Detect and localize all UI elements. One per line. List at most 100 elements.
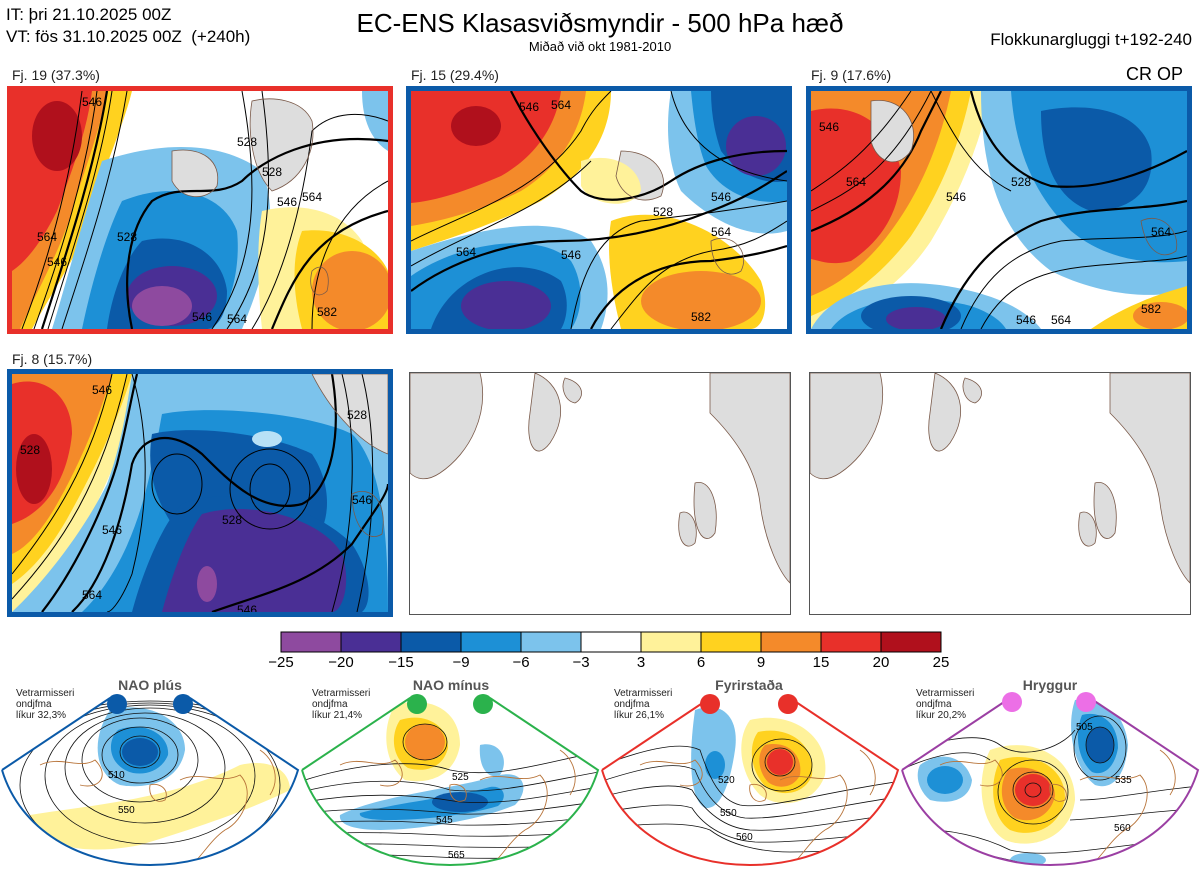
contour-label: 528 bbox=[347, 408, 367, 422]
regime-contour-label: 550 bbox=[720, 808, 737, 819]
panel-label-3: Fj. 9 (17.6%) bbox=[811, 67, 892, 83]
contour-label: 546 bbox=[711, 190, 731, 204]
colorbar-tick-label: 6 bbox=[696, 654, 706, 671]
page-subtitle: Miðað við okt 1981-2010 bbox=[528, 39, 672, 54]
contour-label: 528 bbox=[20, 443, 40, 457]
contour-label: 546 bbox=[277, 195, 297, 209]
contour-label: 546 bbox=[519, 100, 539, 114]
empty-panel-5 bbox=[409, 372, 791, 615]
contour-label: 564 bbox=[1051, 313, 1071, 327]
regime-note-1: Vetrarmisseri ondjfma líkur 32,3% bbox=[16, 688, 75, 721]
cluster-map-1: 546 528 528 546 564 546 564 528 546 564 … bbox=[12, 91, 388, 329]
colorbar-cell bbox=[520, 631, 582, 653]
contour-label: 582 bbox=[1141, 302, 1161, 316]
regime-map-nao-minus: 525 545 565 bbox=[301, 694, 600, 867]
contour-label: 582 bbox=[317, 305, 337, 319]
regime-contour-label: 535 bbox=[1115, 775, 1132, 786]
colorbar-tick-label: 25 bbox=[932, 654, 950, 671]
contour-label: 546 bbox=[352, 493, 372, 507]
contour-label: 564 bbox=[551, 98, 571, 112]
page-title: EC-ENS Klasasviðsmyndir - 500 hPa hæð bbox=[356, 8, 844, 38]
contour-label: 564 bbox=[37, 230, 57, 244]
regime-map-blocking: 520 550 560 bbox=[601, 694, 900, 867]
contour-label: 528 bbox=[237, 135, 257, 149]
empty-panel-6 bbox=[809, 372, 1191, 615]
contour-label: 546 bbox=[819, 120, 839, 134]
cluster-map-3: 546 564 528 546 564 546 564 582 bbox=[811, 91, 1187, 329]
contour-label: 546 bbox=[237, 603, 257, 612]
regime-map-nao-plus: 510 550 bbox=[1, 694, 300, 867]
contour-label: 546 bbox=[47, 255, 67, 269]
contour-label: 546 bbox=[102, 523, 122, 537]
regime-contour-label: 505 bbox=[1076, 722, 1093, 733]
contour-label: 528 bbox=[222, 513, 242, 527]
contour-label: 564 bbox=[846, 175, 866, 189]
regime-contour-label: 560 bbox=[1114, 823, 1131, 834]
colorbar-tick-label: −6 bbox=[512, 654, 530, 671]
colorbar-cell bbox=[460, 631, 522, 653]
regime-marker bbox=[700, 694, 720, 714]
header-info: IT: þri 21.10.2025 00Z VT: fös 31.10.2025… bbox=[6, 4, 250, 48]
colorbar-cell bbox=[400, 631, 462, 653]
init-time: IT: þri 21.10.2025 00Z bbox=[6, 5, 172, 24]
control-run-badge: CR OP bbox=[1126, 64, 1184, 84]
colorbar-tick-label: −15 bbox=[388, 654, 414, 671]
valid-time: VT: fös 31.10.2025 00Z (+240h) bbox=[6, 27, 251, 46]
colorbar-cell bbox=[700, 631, 762, 653]
regime-contour-label: 545 bbox=[436, 815, 453, 826]
base-map-6 bbox=[810, 373, 1190, 584]
colorbar-tick-label: 9 bbox=[756, 654, 766, 671]
contour-label: 528 bbox=[1011, 175, 1031, 189]
contour-label: 564 bbox=[456, 245, 476, 259]
contour-label: 528 bbox=[117, 230, 137, 244]
contour-label: 546 bbox=[1016, 313, 1036, 327]
contour-label: 528 bbox=[262, 165, 282, 179]
cluster-map-2: 546 564 528 546 564 546 564 582 bbox=[411, 91, 787, 329]
colorbar-cell bbox=[580, 631, 642, 653]
contour-label: 546 bbox=[561, 248, 581, 262]
colorbar-cells bbox=[280, 631, 942, 653]
regime-marker bbox=[1002, 692, 1022, 712]
regime-marker bbox=[473, 694, 493, 714]
contour-label: 564 bbox=[227, 312, 247, 326]
contour-label: 582 bbox=[691, 310, 711, 324]
regime-title-2: NAO mínus bbox=[412, 677, 490, 693]
colorbar-tick-label: −25 bbox=[268, 654, 294, 671]
colorbar-cell bbox=[340, 631, 402, 653]
regime-contour-label: 550 bbox=[118, 805, 135, 816]
contour-label: 546 bbox=[82, 95, 102, 109]
regime-note-3: Vetrarmisseri ondjfma líkur 26,1% bbox=[614, 688, 673, 721]
regime-contour-label: 510 bbox=[108, 770, 125, 781]
colorbar-cell bbox=[880, 631, 942, 653]
regime-map-ridge: 505 535 560 bbox=[901, 692, 1200, 867]
colorbar-cell bbox=[760, 631, 822, 653]
regime-contour-label: 520 bbox=[718, 775, 735, 786]
panel-label-4: Fj. 8 (15.7%) bbox=[12, 351, 93, 367]
regime-marker bbox=[173, 694, 193, 714]
regime-marker bbox=[107, 694, 127, 714]
contour-label: 546 bbox=[946, 190, 966, 204]
contour-label: 546 bbox=[192, 310, 212, 324]
contour-label: 546 bbox=[92, 383, 112, 397]
cluster-window: Flokkunargluggi t+192-240 bbox=[990, 30, 1192, 49]
colorbar-tick-label: −9 bbox=[452, 654, 470, 671]
regime-marker bbox=[1076, 692, 1096, 712]
colorbar-tick-label: 15 bbox=[812, 654, 830, 671]
contour-label: 528 bbox=[653, 205, 673, 219]
regime-note-2: Vetrarmisseri ondjfma líkur 21,4% bbox=[312, 688, 371, 721]
colorbar-cell bbox=[280, 631, 342, 653]
contour-label: 564 bbox=[82, 588, 102, 602]
cluster-panel-4: 528 546 546 528 528 546 564 546 bbox=[7, 369, 393, 617]
regime-title-3: Fyrirstaða bbox=[715, 677, 783, 693]
colorbar-tick-label: −3 bbox=[572, 654, 590, 671]
panel-label-1: Fj. 19 (37.3%) bbox=[12, 67, 100, 83]
regime-title-1: NAO plús bbox=[118, 677, 182, 693]
contour-label: 564 bbox=[1151, 225, 1171, 239]
panel-label-2: Fj. 15 (29.4%) bbox=[411, 67, 499, 83]
regime-contour-label: 565 bbox=[448, 850, 465, 861]
cluster-panel-3: 546 564 528 546 564 546 564 582 bbox=[806, 86, 1192, 334]
regime-contour-label: 525 bbox=[452, 772, 469, 783]
colorbar bbox=[280, 631, 942, 653]
cluster-map-4: 528 546 546 528 528 546 564 546 bbox=[12, 374, 388, 612]
colorbar-cell bbox=[820, 631, 882, 653]
